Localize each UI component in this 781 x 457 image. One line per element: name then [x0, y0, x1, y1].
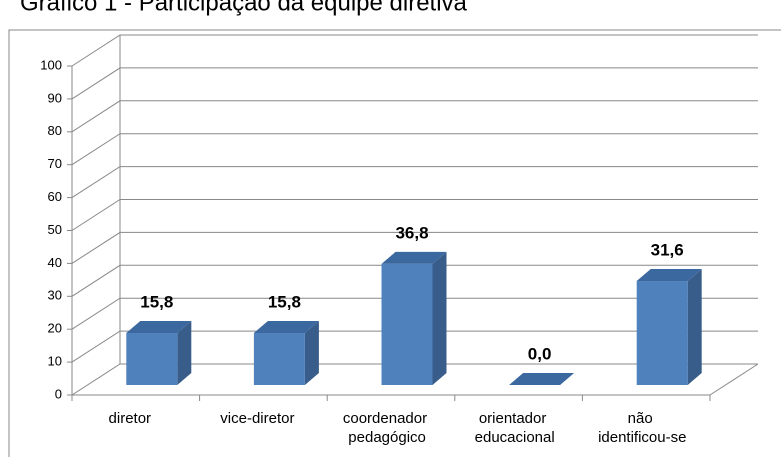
value-label: 15,8 [140, 293, 173, 312]
y-tick-label: 100 [40, 57, 62, 72]
bar-side [432, 251, 447, 385]
y-tick-label: 30 [48, 288, 62, 303]
grid-line [71, 67, 758, 100]
bar-side [687, 269, 702, 385]
chart-title: Gráfico 1 - Participação da equipe diret… [20, 0, 468, 16]
y-tick-label: 60 [48, 189, 62, 204]
x-tick-label: orientador educacional [470, 410, 554, 446]
y-tick-label: 70 [48, 156, 62, 171]
x-tick-label: diretor [109, 410, 152, 427]
bar-top [381, 251, 447, 264]
bar [381, 263, 433, 385]
bar-top [126, 321, 192, 334]
grid-line [71, 133, 758, 166]
y-tick-label: 20 [48, 321, 62, 336]
bar-side [177, 321, 192, 385]
value-label: 15,8 [268, 293, 301, 312]
value-label: 36,8 [395, 223, 428, 242]
y-tick-label: 40 [48, 255, 62, 270]
x-tick-label: não identificou-se [594, 410, 687, 446]
grid-line [71, 231, 758, 264]
bar-top [509, 373, 575, 385]
grid-line [71, 330, 758, 363]
y-tick-label: 0 [55, 386, 62, 401]
y-tick-label: 50 [48, 222, 62, 237]
y-tick-label: 10 [48, 354, 62, 369]
x-tick-label: vice-diretor [220, 410, 294, 427]
bar-side [304, 321, 319, 385]
value-label: 0,0 [528, 344, 552, 363]
grid-line [71, 363, 758, 396]
value-label: 31,6 [651, 241, 684, 260]
bar [253, 333, 305, 385]
grid-line [71, 166, 758, 199]
chart-border [8, 29, 781, 457]
bar-top [636, 269, 702, 282]
grid-line [71, 264, 758, 297]
y-tick-label: 80 [48, 123, 62, 138]
x-tick-label: coordenador pedagógico [343, 410, 427, 446]
grid-line [71, 34, 758, 67]
bar-top [253, 321, 319, 334]
bar [126, 333, 178, 385]
bar [636, 281, 688, 385]
floor-right [709, 363, 759, 396]
y-tick-label: 90 [48, 90, 62, 105]
grid-line [71, 199, 758, 231]
grid-line [71, 297, 758, 330]
grid-line [71, 100, 758, 133]
